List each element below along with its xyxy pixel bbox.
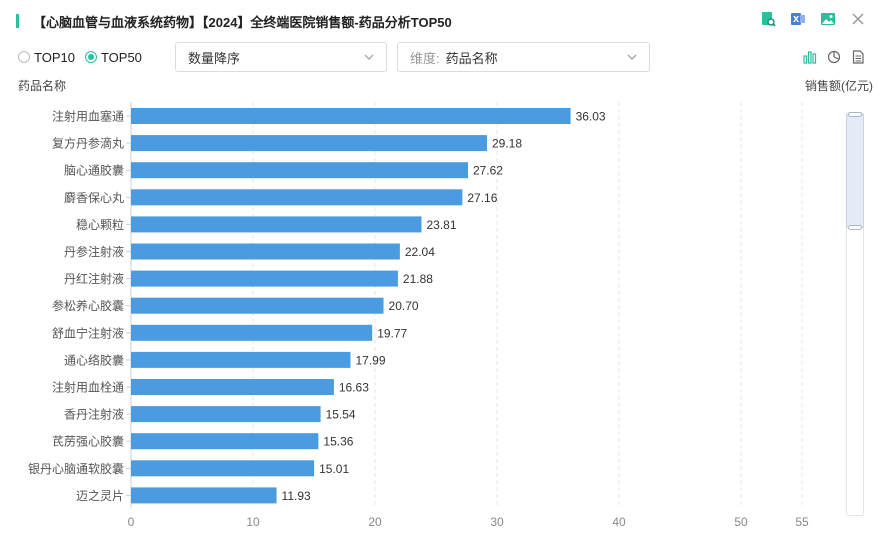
radio-top10[interactable]: TOP10 <box>18 50 75 65</box>
scrollbar-handle-bottom[interactable] <box>848 225 862 230</box>
category-label: 麝香保心丸 <box>64 190 124 205</box>
value-label: 36.03 <box>576 110 606 124</box>
chevron-down-icon <box>627 54 637 60</box>
sort-select-value: 数量降序 <box>188 50 241 66</box>
x-tick-label: 10 <box>246 515 260 529</box>
dimension-select[interactable]: 维度: 药品名称 <box>397 42 650 72</box>
bar[interactable] <box>131 216 422 233</box>
value-label: 29.18 <box>492 137 522 151</box>
value-label: 22.04 <box>405 245 435 259</box>
value-axis-title: 销售额(亿元) <box>805 79 873 93</box>
bar[interactable] <box>131 162 468 179</box>
value-label: 15.36 <box>323 435 353 449</box>
radio-top10-label: TOP10 <box>34 49 75 65</box>
value-label: 11.93 <box>282 489 311 503</box>
document-icon[interactable] <box>851 50 865 64</box>
category-label: 注射用血塞通 <box>52 109 124 124</box>
excel-export-icon[interactable]: X <box>789 10 807 28</box>
radio-top50-circle[interactable] <box>84 51 97 63</box>
bar[interactable] <box>131 460 315 477</box>
x-tick-label: 55 <box>795 515 809 529</box>
bar[interactable] <box>131 243 400 260</box>
category-label: 稳心颗粒 <box>76 217 124 232</box>
scrollbar-handle-top[interactable] <box>848 112 862 117</box>
bar[interactable] <box>131 297 384 314</box>
view-switcher <box>803 50 865 64</box>
category-label: 银丹心脑通软胶囊 <box>28 461 124 476</box>
bar[interactable] <box>131 433 319 450</box>
value-label: 27.16 <box>467 191 497 205</box>
bar[interactable] <box>131 487 277 504</box>
top-n-radio-group: TOP10 TOP50 <box>18 42 152 72</box>
x-tick-label: 50 <box>734 515 748 529</box>
category-label: 迈之灵片 <box>76 489 124 503</box>
category-label: 注射用血栓通 <box>52 380 124 395</box>
radio-top50-label: TOP50 <box>100 49 142 65</box>
category-label: 芪苈强心胶囊 <box>52 434 124 449</box>
bar[interactable] <box>131 379 334 395</box>
bar-chart-icon[interactable] <box>803 50 817 64</box>
x-tick-label: 40 <box>612 515 626 529</box>
svg-text:X: X <box>793 15 800 24</box>
x-tick-label: 30 <box>490 515 504 529</box>
bar[interactable] <box>131 189 463 206</box>
bar[interactable] <box>131 135 487 152</box>
close-icon[interactable] <box>849 10 867 28</box>
dimension-value: 药品名称 <box>445 50 498 66</box>
value-label: 16.63 <box>339 381 369 395</box>
chart-scrollbar-thumb[interactable] <box>846 114 864 228</box>
value-label: 19.77 <box>377 326 407 340</box>
search-report-icon[interactable] <box>759 10 777 28</box>
value-label: 20.70 <box>389 299 419 313</box>
pie-chart-icon[interactable] <box>827 50 841 64</box>
category-label: 丹红注射液 <box>64 271 124 286</box>
category-label: 丹参注射液 <box>64 244 124 259</box>
x-tick-label: 20 <box>368 515 382 529</box>
category-label: 香丹注射液 <box>64 407 124 422</box>
category-axis-title: 药品名称 <box>18 79 67 93</box>
value-label: 27.62 <box>473 164 503 178</box>
category-label: 通心络胶囊 <box>64 352 124 367</box>
category-label: 复方丹参滴丸 <box>52 136 124 151</box>
value-label: 15.54 <box>326 408 356 422</box>
bar[interactable] <box>131 108 571 124</box>
bar[interactable] <box>131 270 398 287</box>
value-label: 23.81 <box>426 218 456 232</box>
sort-select[interactable]: 数量降序 <box>175 42 387 72</box>
bar[interactable] <box>131 324 373 341</box>
bar[interactable] <box>131 406 321 423</box>
title-accent-bar <box>16 14 19 28</box>
top-toolbar: X <box>759 10 867 28</box>
chevron-down-icon <box>364 54 374 60</box>
x-tick-label: 0 <box>128 515 135 529</box>
category-label: 舒血宁注射液 <box>52 325 124 340</box>
value-label: 15.01 <box>319 462 349 476</box>
dimension-label: 维度: <box>410 50 440 66</box>
bar[interactable] <box>131 351 351 368</box>
radio-top50[interactable]: TOP50 <box>84 49 142 65</box>
value-label: 17.99 <box>355 353 385 367</box>
category-label: 参松养心胶囊 <box>52 298 124 313</box>
title-bar: 【心脑血管与血液系统药物】【2024】全终端医院销售额-药品分析TOP50 <box>16 10 452 32</box>
value-label: 21.88 <box>403 272 433 286</box>
radio-top10-circle[interactable] <box>18 51 30 63</box>
page-title: 【心脑血管与血液系统药物】【2024】全终端医院销售额-药品分析TOP50 <box>33 14 452 30</box>
image-export-icon[interactable] <box>819 10 837 28</box>
category-label: 脑心通胶囊 <box>64 163 124 178</box>
